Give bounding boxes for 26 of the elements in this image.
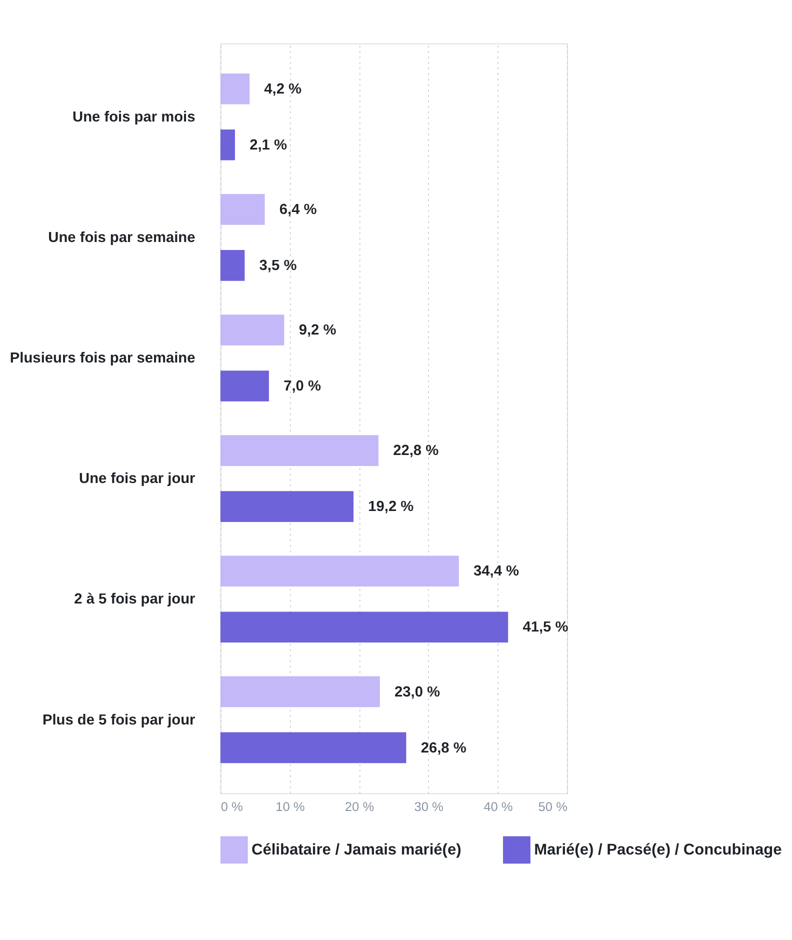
data-label: 6,4 % [279,202,317,218]
y-tick-label: Plus de 5 fois par jour [42,712,196,728]
y-tick-label: Une fois par semaine [48,230,196,246]
x-tick-label: 50 % [538,799,568,814]
x-tick-label: 30 % [414,799,444,814]
data-label: 2,1 % [250,137,288,154]
y-tick-label: Une fois par jour [79,471,196,488]
data-label: 26,8 % [420,740,466,756]
legend-label: Marié(e) / Pacsé(e) / Concubinage [534,842,782,859]
data-label: 7,0 % [284,378,321,395]
y-tick-label: Plusieurs fois par semaine [10,350,196,367]
data-label: 41,5 % [522,620,568,636]
data-label: 34,4 % [474,564,520,580]
x-tick-label: 20 % [344,799,374,814]
legend-label: Célibataire / Jamais marié(e) [252,842,462,859]
data-label: 19,2 % [368,499,414,516]
x-tick-label: 40 % [484,799,513,814]
data-label: 22,8 % [393,443,439,460]
data-label: 9,2 % [298,322,336,339]
y-tick-label: Une fois par mois [72,109,196,126]
data-label: 4,2 % [264,81,302,98]
x-tick-label: 10 % [276,799,305,814]
y-tick-label: 2 à 5 fois par jour [74,592,196,608]
data-label: 3,5 % [259,258,297,274]
data-label: 23,0 % [394,684,440,700]
x-tick-label: 0 % [220,799,243,814]
